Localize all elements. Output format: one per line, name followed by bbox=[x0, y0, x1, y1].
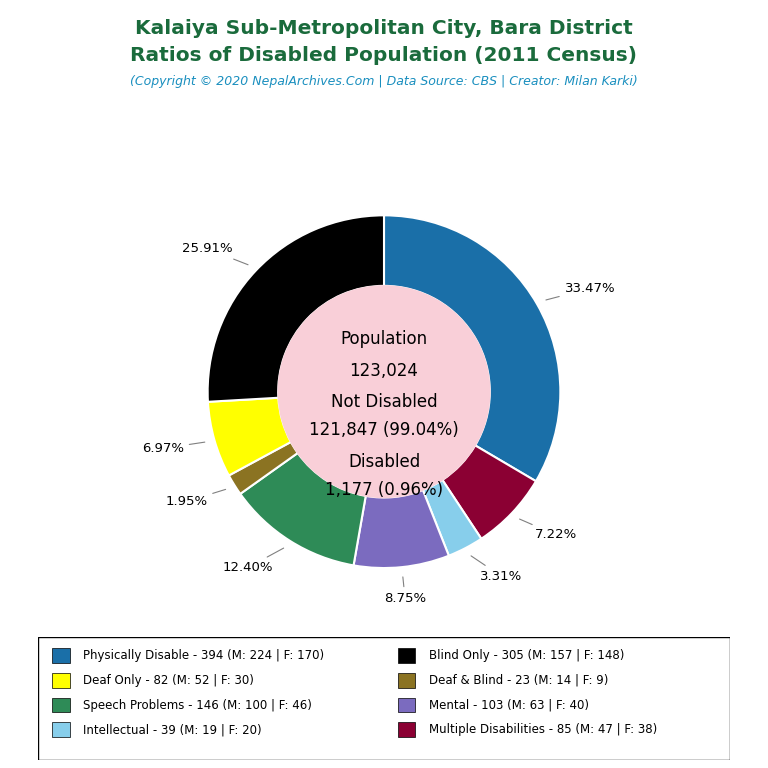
Text: Kalaiya Sub-Metropolitan City, Bara District: Kalaiya Sub-Metropolitan City, Bara Dist… bbox=[135, 19, 633, 38]
Text: 121,847 (99.04%): 121,847 (99.04%) bbox=[310, 422, 458, 439]
Text: 3.31%: 3.31% bbox=[471, 556, 522, 583]
Text: Disabled: Disabled bbox=[348, 453, 420, 472]
Text: Blind Only - 305 (M: 157 | F: 148): Blind Only - 305 (M: 157 | F: 148) bbox=[429, 650, 624, 662]
FancyBboxPatch shape bbox=[52, 722, 69, 737]
Text: (Copyright © 2020 NepalArchives.Com | Data Source: CBS | Creator: Milan Karki): (Copyright © 2020 NepalArchives.Com | Da… bbox=[130, 75, 638, 88]
Wedge shape bbox=[423, 480, 482, 556]
Text: Not Disabled: Not Disabled bbox=[331, 393, 437, 411]
Text: Deaf & Blind - 23 (M: 14 | F: 9): Deaf & Blind - 23 (M: 14 | F: 9) bbox=[429, 674, 608, 687]
Text: Multiple Disabilities - 85 (M: 47 | F: 38): Multiple Disabilities - 85 (M: 47 | F: 3… bbox=[429, 723, 657, 736]
Wedge shape bbox=[353, 490, 449, 568]
Text: Intellectual - 39 (M: 19 | F: 20): Intellectual - 39 (M: 19 | F: 20) bbox=[83, 723, 262, 736]
Text: Ratios of Disabled Population (2011 Census): Ratios of Disabled Population (2011 Cens… bbox=[131, 46, 637, 65]
FancyBboxPatch shape bbox=[52, 648, 69, 664]
Text: Deaf Only - 82 (M: 52 | F: 30): Deaf Only - 82 (M: 52 | F: 30) bbox=[83, 674, 254, 687]
Wedge shape bbox=[229, 442, 298, 494]
Text: 6.97%: 6.97% bbox=[142, 442, 205, 455]
FancyBboxPatch shape bbox=[398, 648, 415, 664]
Text: Population: Population bbox=[340, 329, 428, 348]
Text: Speech Problems - 146 (M: 100 | F: 46): Speech Problems - 146 (M: 100 | F: 46) bbox=[83, 699, 313, 711]
FancyBboxPatch shape bbox=[52, 697, 69, 713]
Wedge shape bbox=[240, 453, 366, 565]
Wedge shape bbox=[208, 398, 291, 475]
Text: 25.91%: 25.91% bbox=[182, 243, 248, 265]
Text: 12.40%: 12.40% bbox=[223, 548, 283, 574]
Text: 8.75%: 8.75% bbox=[384, 577, 426, 605]
Text: 123,024: 123,024 bbox=[349, 362, 419, 379]
Text: 1,177 (0.96%): 1,177 (0.96%) bbox=[325, 482, 443, 499]
FancyBboxPatch shape bbox=[52, 673, 69, 688]
Text: 1.95%: 1.95% bbox=[165, 489, 226, 508]
Text: Physically Disable - 394 (M: 224 | F: 170): Physically Disable - 394 (M: 224 | F: 17… bbox=[83, 650, 324, 662]
Wedge shape bbox=[384, 215, 561, 482]
Text: 33.47%: 33.47% bbox=[546, 282, 615, 300]
FancyBboxPatch shape bbox=[398, 673, 415, 688]
Circle shape bbox=[278, 286, 490, 498]
FancyBboxPatch shape bbox=[38, 637, 730, 760]
Wedge shape bbox=[207, 215, 384, 402]
Text: Mental - 103 (M: 63 | F: 40): Mental - 103 (M: 63 | F: 40) bbox=[429, 699, 589, 711]
FancyBboxPatch shape bbox=[398, 697, 415, 713]
Wedge shape bbox=[442, 445, 536, 539]
FancyBboxPatch shape bbox=[398, 722, 415, 737]
Text: 7.22%: 7.22% bbox=[520, 519, 578, 541]
